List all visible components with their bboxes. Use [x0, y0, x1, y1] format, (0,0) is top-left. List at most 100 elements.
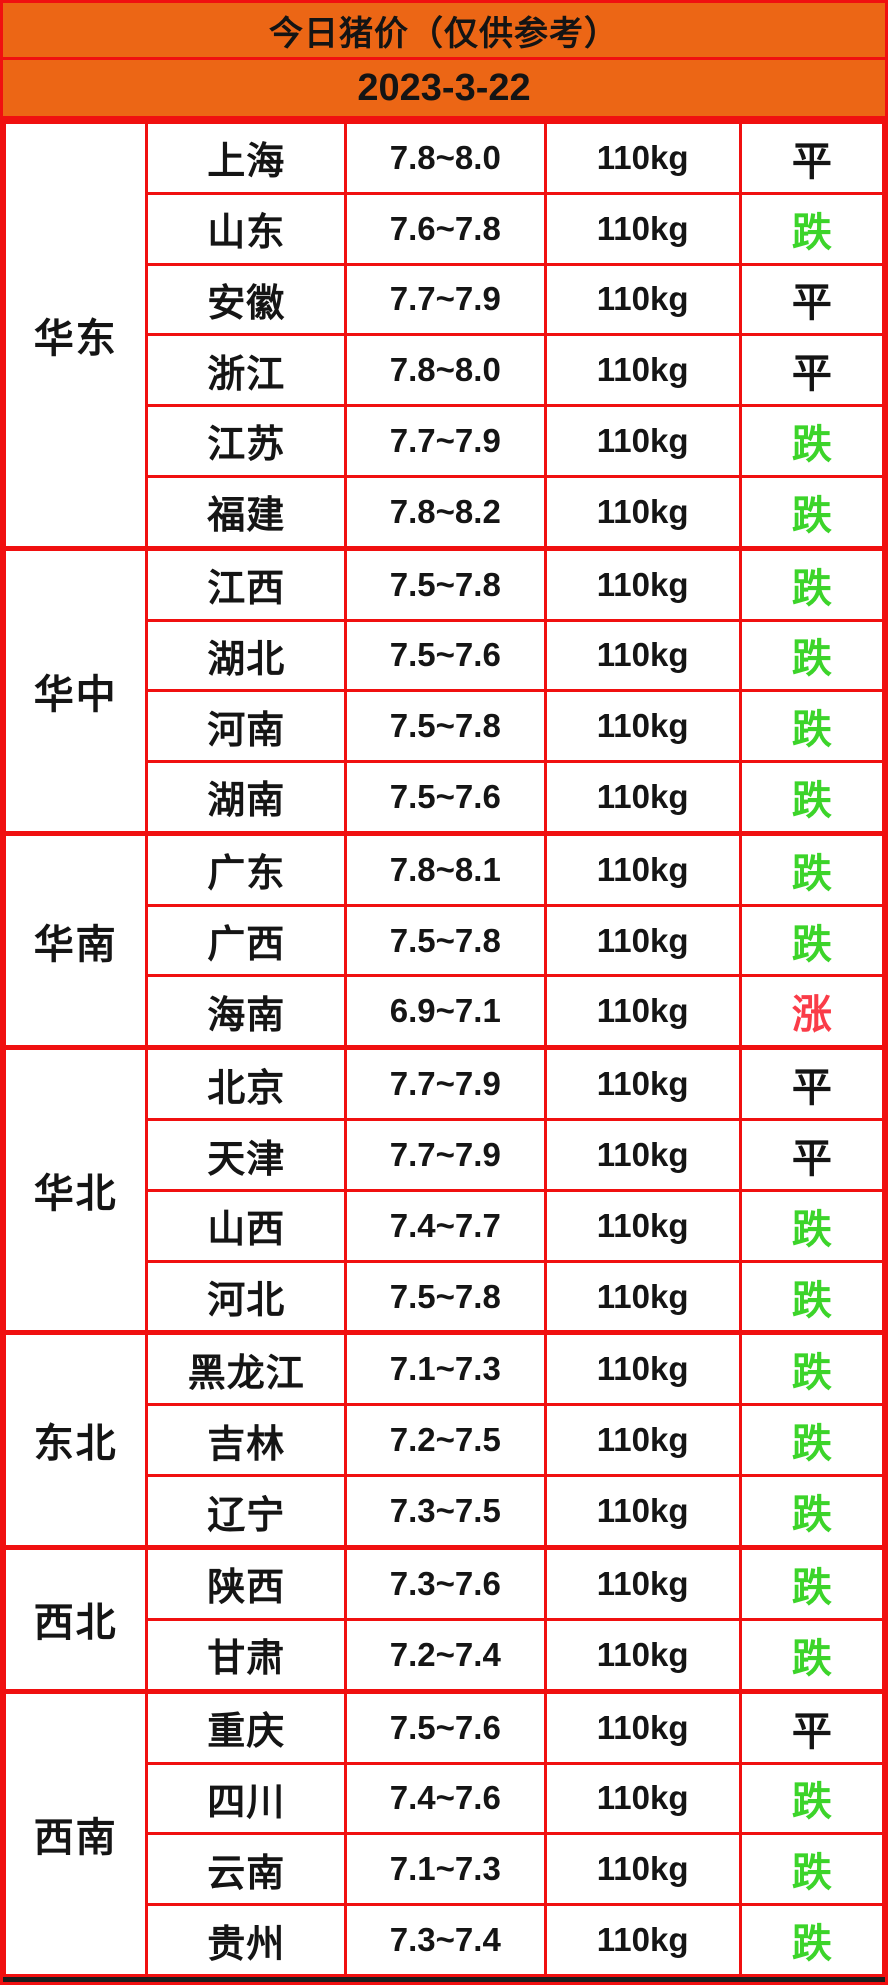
price-cell: 7.8~8.0: [344, 119, 547, 195]
price-cell: 7.6~7.8: [344, 191, 547, 266]
weight-cell: 110kg: [543, 618, 742, 693]
price-cell: 7.3~7.5: [344, 1474, 547, 1549]
trend-cell: 跌: [738, 1188, 886, 1263]
bottom-edge-strip: [3, 1977, 885, 1982]
province-cell: 河南: [145, 689, 348, 763]
trend-cell: 平: [738, 333, 886, 408]
table-row: 福建 7.8~8.2 110kg 跌: [5, 474, 886, 550]
price-cell: 7.4~7.6: [344, 1761, 547, 1836]
table-row: 安徽 7.7~7.9 110kg 平: [5, 262, 886, 337]
province-cell: 海南: [145, 974, 348, 1050]
price-cell: 7.2~7.4: [344, 1617, 547, 1693]
trend-cell: 跌: [738, 545, 886, 622]
price-cell: 7.7~7.9: [344, 1118, 547, 1192]
region-cell: 华北: [2, 1045, 149, 1335]
table-row: 华中 江西 7.5~7.8 110kg 跌: [2, 545, 886, 835]
weight-cell: 110kg: [543, 191, 742, 266]
trend-cell: 跌: [738, 404, 886, 478]
province-cell: 广东: [145, 830, 348, 907]
table-row: 湖北 7.5~7.6 110kg 跌: [5, 618, 886, 693]
weight-cell: 110kg: [543, 545, 742, 622]
trend-cell: 跌: [738, 1259, 886, 1335]
price-cell: 7.1~7.3: [344, 1832, 547, 1906]
trend-cell: 平: [738, 262, 886, 337]
price-cell: 7.1~7.3: [344, 1330, 547, 1407]
price-cell: 7.8~8.0: [344, 333, 547, 408]
price-cell: 7.5~7.6: [344, 759, 547, 835]
price-table-wrapper: 华东 上海 7.8~8.0 110kg 平 山东 7.6~7.8 110kg 跌…: [2, 119, 886, 1978]
region-cell: 华南: [2, 830, 149, 1050]
table-row: 云南 7.1~7.3 110kg 跌: [5, 1832, 886, 1906]
price-cell: 7.8~8.1: [344, 830, 547, 907]
trend-cell: 跌: [738, 1832, 886, 1906]
trend-cell: 跌: [738, 191, 886, 266]
table-row: 四川 7.4~7.6 110kg 跌: [5, 1761, 886, 1836]
province-cell: 四川: [145, 1761, 348, 1836]
weight-cell: 110kg: [543, 1832, 742, 1906]
board-title: 今日猪价（仅供参考）: [3, 3, 885, 60]
province-cell: 黑龙江: [145, 1330, 348, 1407]
table-row: 海南 6.9~7.1 110kg 涨: [5, 974, 886, 1050]
price-cell: 7.8~8.2: [344, 474, 547, 550]
weight-cell: 110kg: [543, 1761, 742, 1836]
trend-cell: 跌: [738, 1474, 886, 1549]
weight-cell: 110kg: [543, 689, 742, 763]
province-cell: 云南: [145, 1832, 348, 1906]
price-cell: 7.5~7.8: [344, 689, 547, 763]
trend-cell: 跌: [738, 1617, 886, 1693]
price-cell: 7.7~7.9: [344, 262, 547, 337]
region-cell: 西南: [2, 1688, 149, 1978]
price-cell: 7.5~7.6: [344, 1688, 547, 1765]
table-row: 辽宁 7.3~7.5 110kg 跌: [5, 1474, 886, 1549]
price-cell: 7.4~7.7: [344, 1188, 547, 1263]
weight-cell: 110kg: [543, 903, 742, 978]
price-cell: 7.3~7.4: [344, 1903, 547, 1977]
price-cell: 7.2~7.5: [344, 1403, 547, 1478]
table-row: 河南 7.5~7.8 110kg 跌: [5, 689, 886, 763]
trend-cell: 跌: [738, 830, 886, 907]
weight-cell: 110kg: [543, 1188, 742, 1263]
trend-cell: 跌: [738, 689, 886, 763]
weight-cell: 110kg: [543, 1403, 742, 1478]
weight-cell: 110kg: [543, 759, 742, 835]
trend-cell: 跌: [738, 618, 886, 693]
price-cell: 7.5~7.8: [344, 545, 547, 622]
province-cell: 重庆: [145, 1688, 348, 1765]
table-row: 广西 7.5~7.8 110kg 跌: [5, 903, 886, 978]
weight-cell: 110kg: [543, 1259, 742, 1335]
price-cell: 7.5~7.6: [344, 618, 547, 693]
province-cell: 吉林: [145, 1403, 348, 1478]
table-row: 西北 陕西 7.3~7.6 110kg 跌: [2, 1544, 886, 1693]
price-cell: 7.7~7.9: [344, 404, 547, 478]
province-cell: 湖北: [145, 618, 348, 693]
table-row: 东北 黑龙江 7.1~7.3 110kg 跌: [2, 1330, 886, 1549]
price-table: 华东 上海 7.8~8.0 110kg 平 山东 7.6~7.8 110kg 跌…: [2, 119, 886, 1978]
province-cell: 江苏: [145, 404, 348, 478]
table-row: 甘肃 7.2~7.4 110kg 跌: [5, 1617, 886, 1693]
province-cell: 上海: [145, 119, 348, 195]
trend-cell: 涨: [738, 974, 886, 1050]
table-row: 天津 7.7~7.9 110kg 平: [5, 1118, 886, 1192]
weight-cell: 110kg: [543, 1544, 742, 1621]
province-cell: 山西: [145, 1188, 348, 1263]
table-row: 山西 7.4~7.7 110kg 跌: [5, 1188, 886, 1263]
table-row: 吉林 7.2~7.5 110kg 跌: [5, 1403, 886, 1478]
price-cell: 7.3~7.6: [344, 1544, 547, 1621]
province-cell: 浙江: [145, 333, 348, 408]
region-cell: 西北: [2, 1544, 149, 1693]
weight-cell: 110kg: [543, 262, 742, 337]
province-cell: 陕西: [145, 1544, 348, 1621]
table-row: 浙江 7.8~8.0 110kg 平: [5, 333, 886, 408]
trend-cell: 跌: [738, 1544, 886, 1621]
weight-cell: 110kg: [543, 1118, 742, 1192]
province-cell: 天津: [145, 1118, 348, 1192]
table-row: 湖南 7.5~7.6 110kg 跌: [5, 759, 886, 835]
province-cell: 北京: [145, 1045, 348, 1122]
price-cell: 7.5~7.8: [344, 903, 547, 978]
province-cell: 贵州: [145, 1903, 348, 1977]
weight-cell: 110kg: [543, 1903, 742, 1977]
weight-cell: 110kg: [543, 404, 742, 478]
board-date: 2023-3-22: [3, 60, 885, 119]
trend-cell: 平: [738, 1045, 886, 1122]
